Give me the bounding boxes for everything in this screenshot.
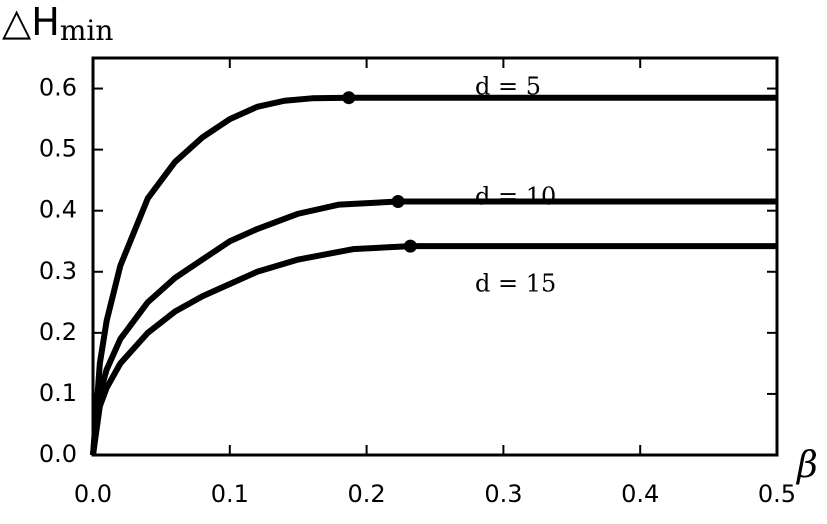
x-tick-label: 0.3 [484, 480, 522, 508]
x-tick-label: 0.2 [348, 480, 386, 508]
x-tick-label: 0.5 [758, 480, 796, 508]
transition-dot [342, 91, 356, 105]
y-axis-label-subscript: min [60, 14, 114, 47]
y-tick-label: 0.4 [39, 196, 77, 224]
y-tick-label: 0.6 [39, 74, 77, 102]
transition-dot [403, 239, 417, 253]
y-tick-label: 0.1 [39, 379, 77, 407]
transition-dot [391, 195, 405, 209]
y-axis-label: △Hmin [2, 0, 113, 47]
y-tick-label: 0.3 [39, 257, 77, 285]
x-tick-label: 0.1 [211, 480, 249, 508]
x-axis-label: β [795, 445, 818, 486]
series-line [90, 198, 777, 456]
x-tick-label: 0.4 [621, 480, 659, 508]
series-line [90, 243, 777, 456]
y-tick-label: 0.0 [39, 440, 77, 468]
plot-frame [91, 56, 779, 457]
series-line [90, 94, 777, 456]
y-axis-label-main: △H [2, 0, 60, 44]
series-label: d = 15 [475, 270, 556, 298]
series-label: d = 5 [475, 73, 541, 101]
series-label: d = 10 [475, 183, 556, 211]
x-tick-label: 0.0 [74, 480, 112, 508]
y-tick-label: 0.5 [39, 135, 77, 163]
y-tick-label: 0.2 [39, 318, 77, 346]
